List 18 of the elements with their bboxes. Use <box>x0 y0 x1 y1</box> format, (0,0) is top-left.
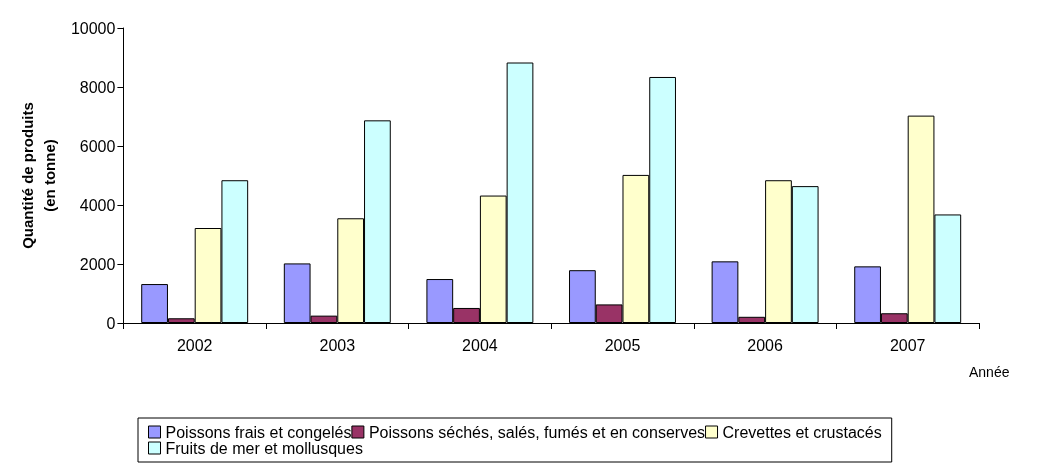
y-axis-title: Quantité de produits (en tonne) <box>18 102 58 249</box>
y-tick-label: 10000 <box>70 19 116 37</box>
x-tick-label: 2002 <box>176 336 213 354</box>
x-tick-label: 2003 <box>319 336 356 354</box>
y-tick-label: 2000 <box>79 255 116 273</box>
y-tick-label: 8000 <box>79 78 116 96</box>
legend-label: Fruits de mer et mollusques <box>165 439 363 457</box>
x-tick-label: 2005 <box>604 336 641 354</box>
legend-label: Poissons frais et congelés <box>165 423 352 441</box>
x-tick-label: 2004 <box>462 336 498 354</box>
y-tick-label: 4000 <box>79 196 116 214</box>
legend-label: Crevettes et crustacés <box>722 423 882 441</box>
x-tick-label: 2006 <box>747 336 783 354</box>
x-axis-title: Année <box>969 364 1010 380</box>
y-tick-label: 6000 <box>79 137 116 155</box>
legend-label: Poissons séchés, salés, fumés et en conserves <box>368 423 706 441</box>
y-tick-label: 0 <box>106 314 116 332</box>
x-tick-label: 2007 <box>889 336 926 354</box>
